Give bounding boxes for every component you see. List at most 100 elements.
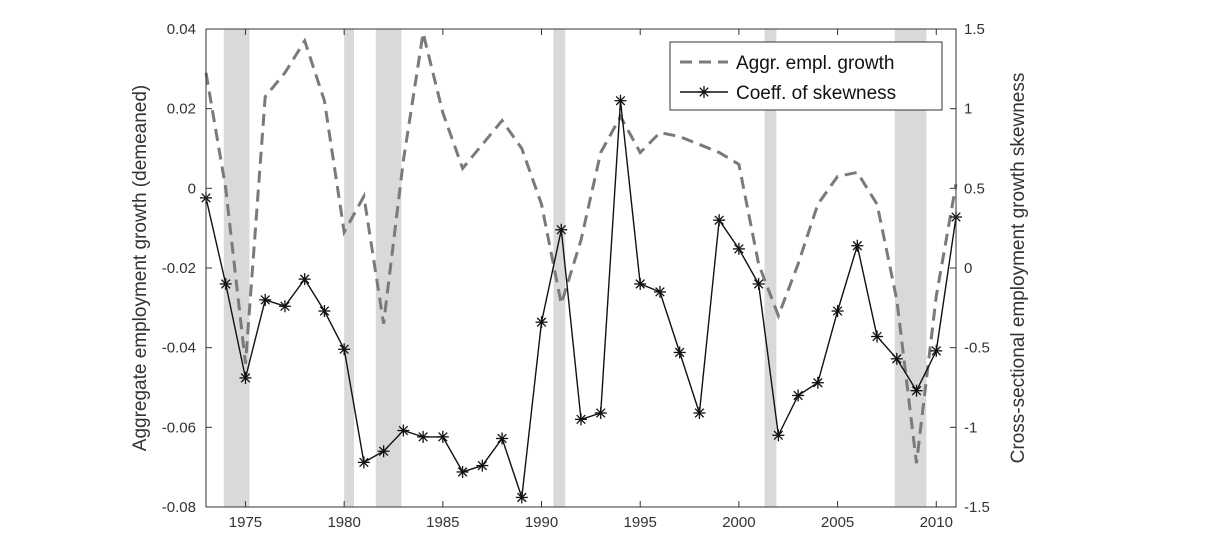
y-left-tick-label: 0.04 — [167, 21, 196, 38]
y-right-tick-label: 1.5 — [964, 21, 985, 38]
marker-stroke — [674, 347, 685, 358]
data-point-marker — [239, 371, 252, 384]
data-point-marker — [614, 94, 627, 107]
marker-stroke — [359, 457, 369, 468]
legend-label-skew: Coeff. of skewness — [736, 83, 896, 104]
recession-band — [344, 29, 355, 507]
axis-ticks — [206, 28, 956, 508]
x-tick-label: 1995 — [624, 514, 657, 531]
legend-label-aggr: Aggr. empl. growth — [736, 53, 894, 74]
marker-stroke — [418, 432, 428, 442]
marker-stroke — [911, 385, 922, 396]
data-point-marker — [698, 86, 710, 98]
data-point-marker — [792, 389, 805, 402]
marker-stroke — [892, 354, 902, 364]
data-point-marker — [496, 432, 509, 445]
marker-stroke — [872, 331, 882, 342]
y-right-tick-label: 1 — [964, 101, 972, 118]
y-left-tick-label: -0.02 — [162, 260, 196, 277]
marker-stroke — [438, 432, 448, 442]
y-left-tick-label: -0.04 — [162, 340, 196, 357]
marker-stroke — [319, 306, 330, 316]
plot-frame — [205, 28, 957, 508]
marker-stroke — [240, 373, 251, 383]
y-left-tick-label: -0.08 — [162, 499, 196, 516]
marker-stroke — [299, 274, 310, 284]
marker-stroke — [457, 467, 468, 477]
x-tick-label: 2010 — [920, 514, 953, 531]
y-right-tick-label: -1.5 — [964, 499, 990, 516]
marker-stroke — [931, 346, 942, 356]
data-point-marker — [476, 459, 489, 472]
data-point-marker — [811, 376, 824, 389]
y-right-tick-label: -1 — [964, 419, 977, 436]
data-point-marker — [752, 277, 765, 290]
data-point-marker — [298, 273, 311, 286]
data-point-marker — [653, 285, 666, 298]
y-left-tick-label: 0 — [188, 180, 196, 197]
x-tick-label: 1990 — [525, 514, 558, 531]
y-right-tick-labels: 1.5 1 0.5 0 -0.5 -1 -1.5 — [964, 21, 990, 516]
data-point-marker — [318, 305, 331, 318]
marker-stroke — [260, 295, 270, 305]
x-tick-label: 1985 — [426, 514, 459, 531]
data-point-marker — [673, 346, 686, 359]
legend-marker-asterisk — [698, 86, 710, 98]
marker-stroke — [220, 279, 231, 289]
x-tick-label: 1975 — [229, 514, 262, 531]
marker-stroke — [280, 301, 290, 311]
data-point-marker — [535, 316, 548, 329]
data-point-marker — [831, 305, 844, 318]
marker-stroke — [773, 430, 784, 441]
y-right-tick-label: -0.5 — [964, 340, 990, 357]
x-tick-labels: 1975 1980 1985 1990 1995 2000 2005 2010 — [229, 514, 953, 531]
data-point-marker — [219, 277, 232, 290]
marker-stroke — [852, 240, 863, 251]
marker-stroke — [398, 425, 409, 436]
data-point-marker — [732, 242, 745, 255]
data-point-marker — [278, 300, 291, 313]
marker-stroke — [655, 287, 665, 297]
data-point-marker — [594, 406, 607, 419]
series-line-aggr-empl-growth — [204, 32, 958, 464]
recession-band — [223, 29, 250, 507]
marker-stroke — [635, 279, 645, 289]
marker-stroke — [576, 414, 586, 425]
marker-stroke — [339, 344, 349, 355]
data-point-marker — [910, 384, 923, 397]
marker-stroke — [832, 306, 843, 316]
data-point-marker — [259, 293, 272, 306]
y-left-tick-label: -0.06 — [162, 419, 196, 436]
marker-stroke — [699, 87, 709, 97]
data-point-marker — [436, 430, 449, 443]
data-point-marker — [890, 352, 903, 365]
y-left-tick-labels: 0.04 0.02 0 -0.02 -0.04 -0.06 -0.08 — [162, 21, 196, 516]
recession-band — [764, 29, 777, 507]
data-point-marker — [713, 214, 726, 227]
marker-stroke — [556, 225, 567, 235]
data-point-marker — [515, 491, 528, 504]
marker-stroke — [615, 95, 626, 106]
data-point-marker — [693, 406, 706, 419]
data-point-marker — [772, 429, 785, 442]
y-right-tick-label: 0 — [964, 260, 972, 277]
data-point-marker — [930, 344, 943, 357]
marker-stroke — [477, 460, 488, 471]
recession-band — [375, 29, 402, 507]
y-left-tick-label: 0.02 — [167, 101, 196, 118]
recession-band — [553, 29, 566, 507]
y-right-tick-label: 0.5 — [964, 180, 985, 197]
series-layer — [200, 32, 962, 504]
data-point-marker — [417, 430, 430, 443]
marker-stroke — [734, 244, 744, 254]
data-point-marker — [555, 223, 568, 236]
marker-stroke — [497, 433, 507, 444]
y-axis-right-title: Cross-sectional employment growth skewne… — [1008, 73, 1029, 464]
legend-box — [669, 41, 943, 111]
data-point-marker — [357, 456, 370, 469]
data-point-marker — [851, 239, 864, 252]
x-tick-label: 2005 — [821, 514, 854, 531]
data-point-marker — [871, 330, 884, 343]
data-point-marker — [397, 424, 410, 437]
